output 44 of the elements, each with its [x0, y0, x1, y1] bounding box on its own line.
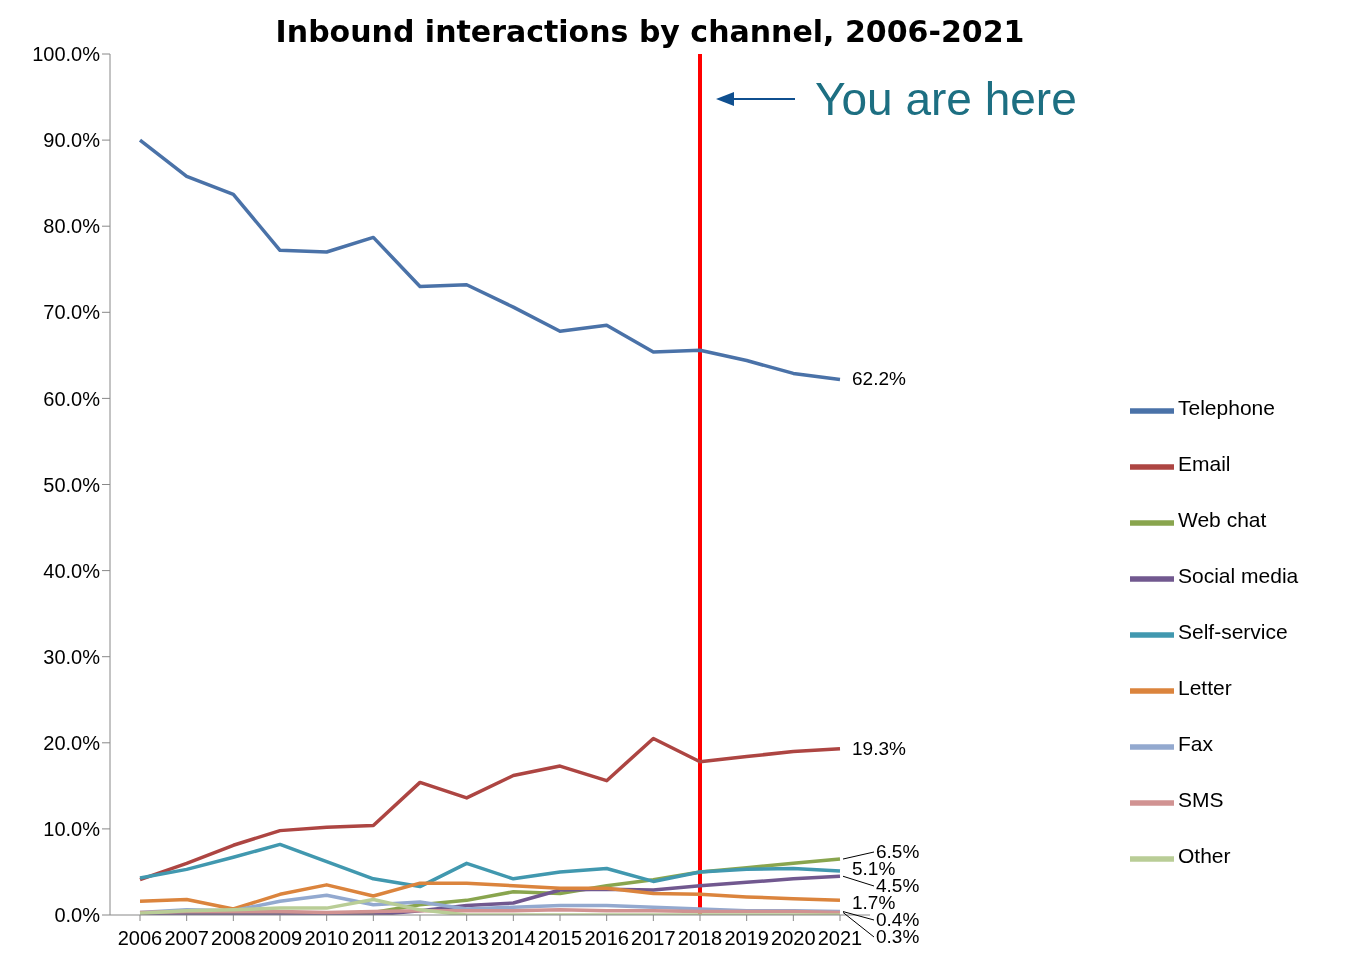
x-tick-label: 2007 — [164, 927, 209, 950]
x-tick-label: 2011 — [351, 927, 395, 950]
data-label: 62.2% — [852, 368, 906, 390]
y-tick-label: 30.0% — [43, 645, 101, 668]
x-tick-label: 2009 — [257, 927, 303, 950]
legend-label: Fax — [1178, 732, 1214, 755]
legend-label: Self-service — [1178, 620, 1288, 643]
y-tick-label: 60.0% — [43, 387, 101, 410]
annotation: You are here — [815, 73, 1077, 125]
y-tick-label: 80.0% — [43, 215, 101, 238]
legend-label: SMS — [1178, 788, 1224, 811]
y-tick-label: 50.0% — [43, 473, 101, 496]
x-tick-label: 2010 — [304, 927, 349, 950]
legend-label: Other — [1178, 844, 1231, 867]
data-label: 19.3% — [852, 737, 906, 759]
x-tick-label: 2014 — [491, 927, 536, 950]
line-series — [138, 736, 842, 882]
y-tick-label: 0.0% — [54, 904, 101, 927]
x-tick-label: 2006 — [117, 927, 163, 950]
y-tick-label: 70.0% — [43, 301, 101, 324]
y-tick-label: 100.0% — [32, 43, 101, 66]
y-tick-label: 20.0% — [43, 731, 101, 754]
legend-label: Letter — [1178, 676, 1232, 699]
x-tick-label: 2017 — [631, 927, 676, 950]
y-tick-label: 90.0% — [43, 129, 101, 152]
x-tick-label: 2012 — [397, 927, 443, 950]
chart-title: Inbound interactions by channel, 2006-2021 — [275, 14, 1025, 49]
x-tick-label: 2021 — [817, 927, 863, 950]
y-tick-label: 40.0% — [43, 559, 101, 582]
line-series — [138, 881, 842, 911]
line-series — [138, 138, 842, 382]
x-tick-label: 2018 — [677, 927, 723, 950]
line-series — [138, 842, 842, 889]
x-tick-label: 2013 — [444, 927, 489, 950]
x-tick-label: 2016 — [584, 927, 629, 950]
legend-label: Telephone — [1178, 396, 1275, 419]
legend-label: Web chat — [1178, 508, 1267, 531]
y-tick-label: 10.0% — [43, 818, 101, 840]
x-tick-label: 2020 — [771, 927, 816, 950]
x-tick-label: 2019 — [724, 927, 769, 950]
x-tick-label: 2015 — [537, 927, 583, 950]
legend-label: Email — [1178, 452, 1231, 475]
x-tick-label: 2008 — [211, 927, 256, 950]
legend-label: Social media — [1178, 564, 1299, 587]
